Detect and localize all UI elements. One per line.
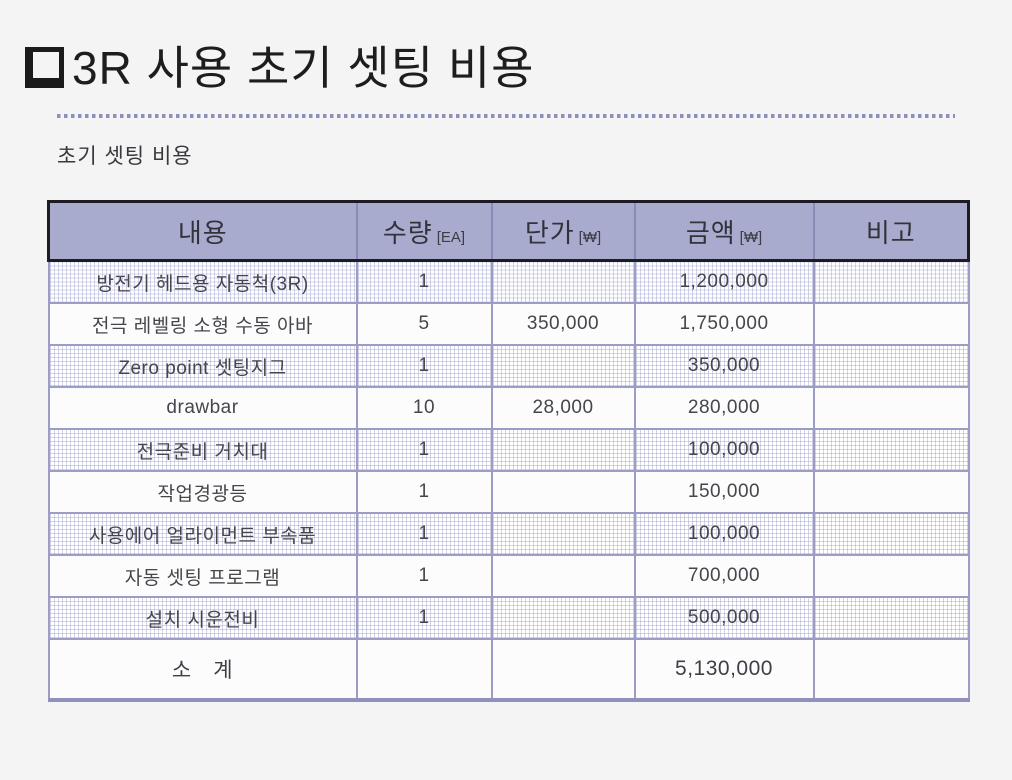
- cell-note: [812, 259, 970, 304]
- table-row: 자동 셋팅 프로그램 1 700,000: [47, 554, 970, 598]
- cell-note: [812, 554, 970, 598]
- column-header-item-label: 내용: [177, 217, 228, 248]
- cell-qty: 1: [355, 512, 493, 556]
- cell-item: 작업경광등: [47, 470, 358, 514]
- column-header-unit-price: 단가 [₩]: [490, 200, 636, 262]
- cell-qty: 1: [355, 554, 493, 598]
- cell-unit-price: 350,000: [490, 302, 636, 346]
- subtotal-note: [812, 638, 970, 702]
- cell-item: 방전기 헤드용 자동척(3R): [47, 259, 358, 304]
- cost-table: 내용 수량 [EA] 단가 [₩] 금액 [₩] 비고 방전기 헤드용 자동척(3R)…: [47, 200, 970, 702]
- column-header-amount: 금액 [₩]: [633, 200, 815, 262]
- cell-item: 자동 셋팅 프로그램: [47, 554, 358, 598]
- column-header-amount-unit: [₩]: [739, 228, 763, 246]
- cell-qty: 10: [355, 386, 493, 430]
- page-title: 3R 사용 초기 셋팅 비용: [25, 32, 534, 98]
- cell-amount: 150,000: [633, 470, 815, 514]
- cell-amount: 100,000: [633, 428, 815, 472]
- cell-item: drawbar: [47, 386, 358, 430]
- cell-amount: 700,000: [633, 554, 815, 598]
- table-row: 작업경광등 1 150,000: [47, 470, 970, 514]
- cell-unit-price: [490, 554, 636, 598]
- subtotal-amount: 5,130,000: [633, 638, 815, 702]
- cell-amount: 350,000: [633, 344, 815, 388]
- column-header-unit-price-unit: [₩]: [578, 228, 602, 246]
- cell-qty: 1: [355, 470, 493, 514]
- table-row: 전극 레벨링 소형 수동 아바 5 350,000 1,750,000: [47, 302, 970, 346]
- section-subtitle: 초기 셋팅 비용: [57, 145, 193, 168]
- subtotal-row: 소 계 5,130,000: [47, 638, 970, 702]
- column-header-unit-price-label: 단가: [524, 217, 575, 248]
- cell-unit-price: 28,000: [490, 386, 636, 430]
- cell-amount: 1,750,000: [633, 302, 815, 346]
- cell-amount: 1,200,000: [633, 259, 815, 304]
- cell-qty: 1: [355, 596, 493, 640]
- cell-qty: 1: [355, 344, 493, 388]
- table-row: 전극준비 거치대 1 100,000: [47, 428, 970, 472]
- column-header-qty: 수량 [EA]: [355, 200, 493, 262]
- cell-amount: 280,000: [633, 386, 815, 430]
- cell-qty: 1: [355, 428, 493, 472]
- table-row: drawbar 10 28,000 280,000: [47, 386, 970, 430]
- cell-amount: 500,000: [633, 596, 815, 640]
- cell-note: [812, 344, 970, 388]
- column-header-note-label: 비고: [865, 217, 916, 248]
- table-row: Zero point 셋팅지그 1 350,000: [47, 344, 970, 388]
- cell-note: [812, 470, 970, 514]
- cell-qty: 1: [355, 259, 493, 304]
- cell-note: [812, 512, 970, 556]
- cell-item: 설치 시운전비: [47, 596, 358, 640]
- cell-note: [812, 428, 970, 472]
- dotted-divider: [57, 114, 955, 118]
- cell-note: [812, 302, 970, 346]
- cell-item: 전극 레벨링 소형 수동 아바: [47, 302, 358, 346]
- cell-item: Zero point 셋팅지그: [47, 344, 358, 388]
- cell-unit-price: [490, 596, 636, 640]
- subtotal-qty: [355, 638, 493, 702]
- column-header-qty-unit: [EA]: [436, 228, 466, 246]
- column-header-amount-label: 금액: [685, 217, 736, 248]
- header-row: 내용 수량 [EA] 단가 [₩] 금액 [₩] 비고: [47, 200, 970, 262]
- column-header-note: 비고: [812, 200, 970, 262]
- cell-amount: 100,000: [633, 512, 815, 556]
- cell-item: 전극준비 거치대: [47, 428, 358, 472]
- table-row: 방전기 헤드용 자동척(3R) 1 1,200,000: [47, 259, 970, 304]
- cell-note: [812, 386, 970, 430]
- subtotal-unit-price: [490, 638, 636, 702]
- cell-unit-price: [490, 470, 636, 514]
- page-title-text: 3R 사용 초기 셋팅 비용: [72, 42, 535, 94]
- table-row: 설치 시운전비 1 500,000: [47, 596, 970, 640]
- cell-note: [812, 596, 970, 640]
- table-body: 방전기 헤드용 자동척(3R) 1 1,200,000 전극 레벨링 소형 수동…: [47, 259, 970, 702]
- cell-qty: 5: [355, 302, 493, 346]
- table-row: 사용에어 얼라이먼트 부속품 1 100,000: [47, 512, 970, 556]
- cell-unit-price: [490, 512, 636, 556]
- column-header-qty-label: 수량: [382, 217, 433, 248]
- cell-item: 사용에어 얼라이먼트 부속품: [47, 512, 358, 556]
- cell-unit-price: [490, 428, 636, 472]
- subtotal-label: 소 계: [47, 638, 358, 702]
- cell-unit-price: [490, 259, 636, 304]
- shadowed-square-icon: [25, 46, 64, 88]
- column-header-item: 내용: [47, 200, 358, 262]
- table-header: 내용 수량 [EA] 단가 [₩] 금액 [₩] 비고: [47, 200, 970, 262]
- cell-unit-price: [490, 344, 636, 388]
